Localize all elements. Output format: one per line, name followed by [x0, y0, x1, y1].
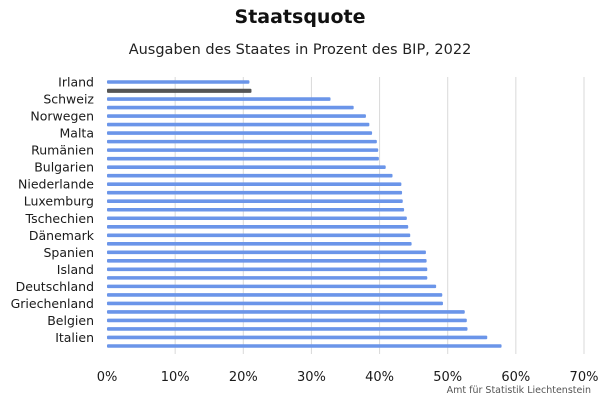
bar — [107, 293, 443, 297]
category-label: Niederlande — [18, 177, 94, 192]
bar — [107, 139, 377, 144]
category-label: Spanien — [43, 245, 94, 260]
bar — [107, 276, 428, 280]
bar — [107, 156, 379, 161]
x-tick-label: 10% — [161, 370, 190, 385]
bar — [107, 267, 428, 272]
bar — [107, 80, 250, 84]
bar — [107, 88, 252, 93]
category-label: Island — [57, 262, 94, 277]
x-tick-label: 20% — [229, 370, 258, 385]
bar — [107, 284, 437, 289]
bar — [107, 216, 407, 221]
x-tick-label: 0% — [97, 370, 118, 385]
bar — [107, 207, 405, 212]
x-tick-label: 70% — [570, 370, 599, 385]
bar — [107, 335, 488, 340]
source-note: Amt für Statistik Liechtenstein — [446, 385, 591, 396]
bar — [107, 344, 502, 348]
bar — [107, 199, 403, 204]
chart-title: Staatsquote — [234, 6, 366, 28]
bar — [107, 173, 393, 178]
category-label: Irland — [58, 75, 94, 90]
x-tick-label: 60% — [501, 370, 530, 385]
chart-subtitle: Ausgaben des Staates in Prozent des BIP,… — [128, 42, 472, 58]
bar — [107, 233, 411, 238]
bar — [107, 242, 412, 246]
category-label: Bulgarien — [34, 160, 94, 175]
bar — [107, 310, 465, 314]
bar — [107, 131, 373, 135]
bar — [107, 301, 443, 306]
bar — [107, 148, 379, 152]
category-label: Griechenland — [11, 296, 94, 311]
bar — [107, 224, 409, 229]
x-tick-label: 50% — [433, 370, 462, 385]
category-label: Rumänien — [31, 143, 94, 158]
bar — [107, 97, 331, 101]
category-label: Belgien — [47, 313, 94, 328]
bar — [107, 327, 468, 331]
category-label: Italien — [55, 330, 94, 345]
category-label: Norwegen — [30, 109, 94, 124]
bar — [107, 165, 386, 169]
category-label: Tschechien — [25, 211, 94, 226]
category-label: Dänemark — [29, 228, 95, 243]
bar — [107, 250, 426, 255]
category-label: Malta — [60, 126, 94, 141]
category-label: Schweiz — [43, 92, 94, 107]
x-tick-label: 30% — [297, 370, 326, 385]
bar — [107, 114, 366, 118]
x-tick-label: 40% — [365, 370, 394, 385]
category-label: Deutschland — [16, 279, 94, 294]
bar — [107, 105, 354, 110]
bar — [107, 318, 467, 323]
bar — [107, 259, 427, 263]
category-label: Luxemburg — [24, 194, 94, 209]
bar — [107, 182, 402, 186]
bar — [107, 190, 403, 195]
bar — [107, 122, 370, 127]
